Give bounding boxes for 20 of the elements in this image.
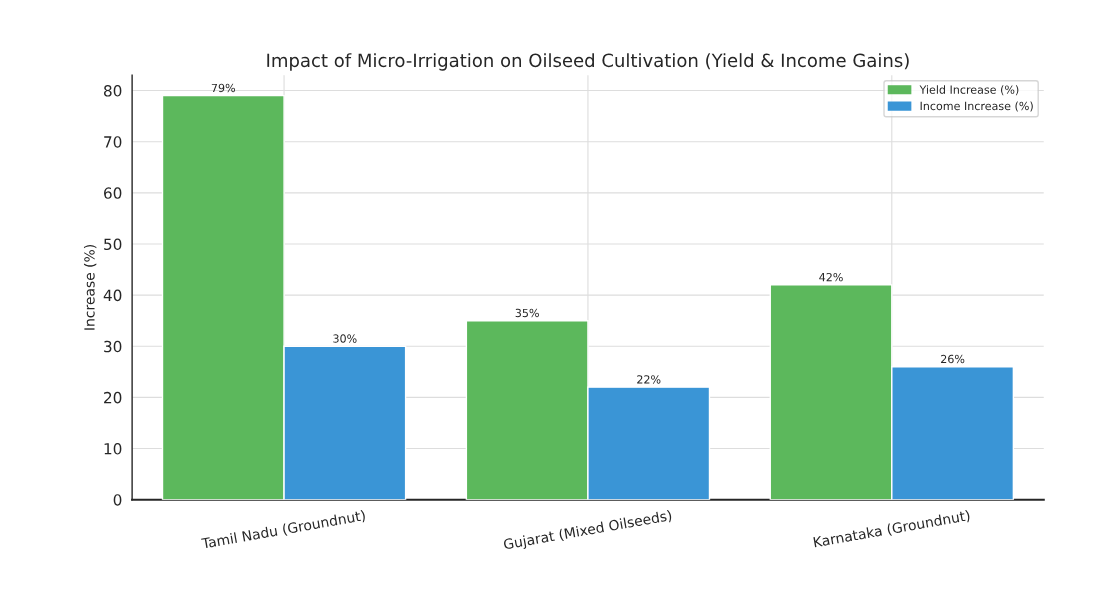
y-axis-title: Increase (%)	[83, 245, 97, 330]
data-label: 26%	[941, 354, 965, 364]
data-label: 22%	[637, 375, 661, 384]
y-tick-label: 80	[103, 85, 122, 97]
y-tick-label: 10	[104, 443, 122, 455]
legend-label: Yield Increase (%)	[919, 85, 1019, 96]
data-label: 30%	[333, 334, 357, 343]
chart-title: Impact of Micro-Irrigation on Oilseed Cultivation (Yield & Income Gains)	[267, 53, 909, 71]
y-tick-label: 40	[103, 289, 122, 302]
y-tick-label: 20	[104, 391, 122, 404]
y-tick-label: 0	[113, 494, 122, 506]
legend-label: Income Increase (%)	[920, 101, 1033, 112]
data-label: 42%	[819, 272, 843, 282]
data-label: 79%	[211, 83, 236, 93]
y-tick-label: 30	[104, 340, 122, 353]
y-tick-label: 60	[104, 187, 122, 199]
data-label: 35%	[515, 308, 539, 318]
y-tick-label: 50	[104, 238, 122, 251]
x-tick-label: Gujarat (Mixed Oilseeds)	[503, 509, 673, 553]
y-tick-label: 70	[104, 136, 122, 148]
